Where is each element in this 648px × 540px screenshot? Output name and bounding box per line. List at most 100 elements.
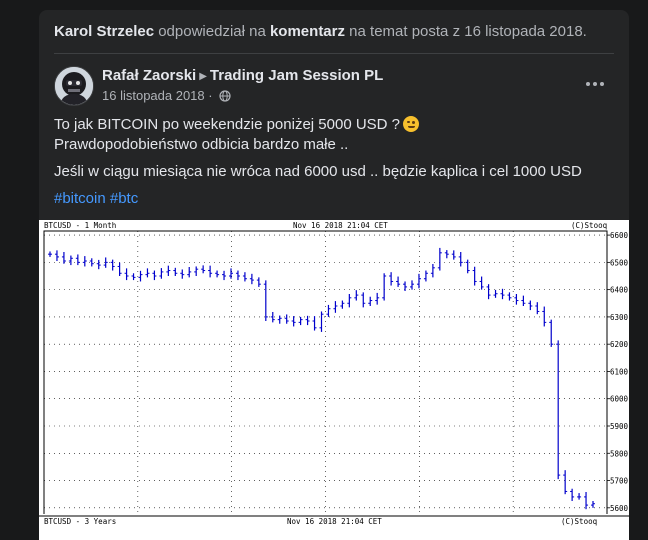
price-bar (54, 250, 59, 261)
price-bar (368, 296, 373, 306)
activity-header: Karol Strzelec odpowiedział na komentarz… (54, 23, 614, 41)
price-bar (437, 247, 442, 271)
post-card: Karol Strzelec odpowiedział na komentarz… (39, 10, 629, 540)
price-bar (410, 280, 414, 290)
price-bar (389, 272, 394, 286)
winking-face-icon (403, 116, 420, 132)
price-bar (284, 314, 289, 324)
price-bar (326, 304, 331, 317)
price-bar (166, 265, 171, 276)
price-bar (312, 316, 317, 331)
y-tick-label: 6300 (610, 313, 629, 322)
price-bar (298, 316, 303, 326)
activity-object-link[interactable]: komentarz (269, 23, 345, 40)
chart-grid (44, 231, 610, 516)
price-bar (340, 300, 345, 309)
more-options-icon[interactable] (585, 76, 605, 92)
price-bar (152, 270, 157, 281)
author-name-link[interactable]: Rafał Zaorski (102, 67, 197, 84)
activity-actor-link[interactable]: Karol Strzelec (54, 23, 155, 40)
price-bar (117, 262, 122, 276)
price-bar (235, 270, 240, 281)
y-tick-label: 6600 (610, 231, 629, 240)
chart-footer-center: Nov 16 2018 21:04 CET (287, 517, 382, 526)
price-bar (354, 290, 359, 301)
price-bar (194, 266, 199, 276)
avatar-image-icon (55, 67, 93, 105)
price-bar (416, 273, 421, 289)
price-bar (75, 254, 80, 266)
price-bar (465, 259, 470, 274)
globe-icon[interactable] (219, 90, 231, 102)
price-bar (563, 470, 568, 495)
price-bar (333, 301, 338, 313)
y-tick-label: 5600 (610, 504, 629, 513)
price-bar (138, 270, 143, 282)
price-bar (472, 266, 477, 286)
price-bar (382, 273, 387, 301)
price-bar (521, 295, 526, 306)
price-bar (68, 255, 73, 266)
author-avatar[interactable] (54, 66, 94, 106)
y-tick-label: 5800 (610, 449, 629, 458)
post-text-line-1-text: To jak BITCOIN po weekendzie poniżej 500… (54, 116, 401, 133)
price-bar (89, 258, 94, 267)
price-bar (124, 268, 129, 281)
price-bar (375, 292, 380, 305)
price-bar (347, 294, 352, 308)
price-bar (110, 259, 115, 271)
price-bar (403, 281, 408, 291)
price-bar (458, 252, 463, 267)
activity-rest: na temat posta z 16 listopada 2018. (349, 23, 587, 40)
price-bar (493, 289, 498, 298)
header-divider (54, 53, 614, 54)
price-bar (361, 292, 366, 308)
price-bar (242, 272, 247, 282)
hashtag-bitcoin-link[interactable]: #bitcoin (54, 190, 106, 207)
price-bar (180, 269, 185, 279)
price-bar (549, 319, 554, 347)
chart-footer-left: BTCUSD - 3 Years (44, 517, 116, 526)
price-bar (319, 311, 324, 332)
price-bar (277, 315, 282, 324)
post-text-line-1: To jak BITCOIN po weekendzie poniżej 500… (54, 115, 614, 135)
price-bar (103, 257, 108, 268)
price-bar (249, 273, 254, 285)
price-bar (430, 264, 435, 278)
price-bar (263, 280, 268, 321)
post-text-line-3: Jeśli w ciągu miesiąca nie wróca nad 600… (54, 163, 582, 180)
y-tick-label: 5700 (610, 477, 629, 486)
price-bar (222, 270, 227, 281)
post-date-link[interactable]: 16 listopada 2018 (102, 88, 205, 103)
price-bar (48, 251, 52, 257)
price-bar (479, 276, 484, 290)
price-bar (570, 488, 575, 501)
price-bar (61, 252, 66, 264)
activity-verb: odpowiedział na (158, 23, 266, 40)
y-tick-label: 6400 (610, 286, 629, 295)
price-bar (584, 492, 589, 510)
price-bar (423, 270, 428, 282)
price-bar (591, 501, 595, 508)
btc-price-chart: BTCUSD - 1 Month Nov 16 2018 21:04 CET (… (39, 220, 629, 540)
price-bar (208, 265, 213, 278)
post-body: To jak BITCOIN po weekendzie poniżej 500… (54, 115, 614, 182)
price-bar (131, 273, 136, 281)
price-bar (215, 270, 220, 278)
price-bar (187, 267, 192, 278)
y-tick-label: 6200 (610, 340, 629, 349)
price-bar (229, 268, 233, 279)
chart-header-right: (C)Stooq (571, 221, 607, 230)
price-bar (528, 300, 533, 311)
price-bar (291, 316, 296, 327)
group-name-link[interactable]: Trading Jam Session PL (209, 67, 384, 84)
triangle-right-icon: ▶ (199, 71, 207, 82)
chart-header-center: Nov 16 2018 21:04 CET (293, 221, 388, 230)
hashtag-btc-link[interactable]: #btc (109, 190, 139, 207)
author-line: Rafał Zaorski ▶ Trading Jam Session PL (102, 67, 383, 86)
price-bar (444, 250, 449, 259)
meta-separator: · (208, 88, 213, 103)
chart-image[interactable]: BTCUSD - 1 Month Nov 16 2018 21:04 CET (… (39, 220, 629, 540)
price-bar (256, 277, 261, 287)
price-bar (82, 256, 87, 267)
